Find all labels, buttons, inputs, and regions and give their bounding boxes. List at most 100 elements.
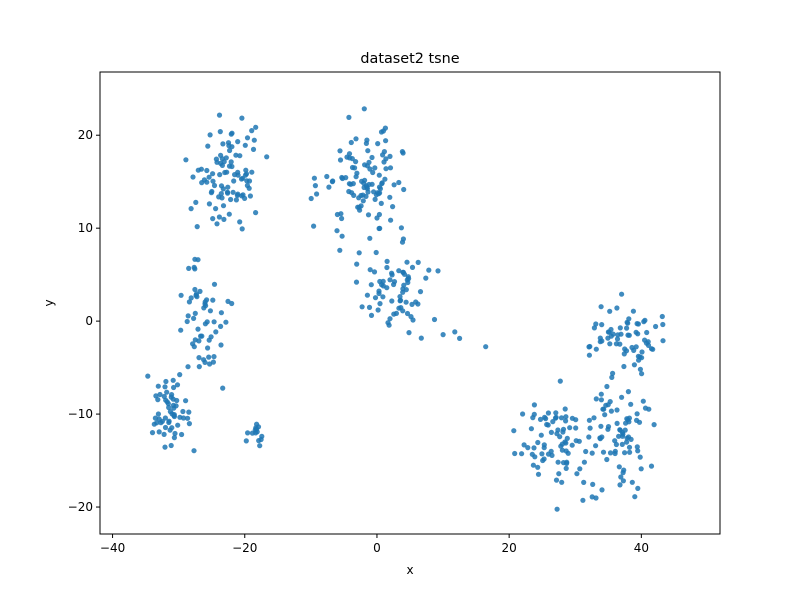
data-point	[186, 299, 192, 305]
data-point	[531, 402, 538, 408]
data-point	[349, 156, 355, 162]
data-point	[172, 430, 178, 437]
data-point	[162, 384, 168, 390]
data-point	[253, 124, 259, 130]
data-point	[371, 189, 377, 195]
data-point	[545, 410, 552, 416]
data-point	[401, 282, 407, 288]
data-point	[361, 106, 367, 112]
data-point	[246, 185, 252, 191]
data-point	[621, 363, 627, 370]
data-point	[360, 192, 366, 198]
data-point	[384, 258, 390, 264]
data-point	[194, 294, 200, 300]
data-point	[353, 279, 360, 285]
y-tick-label: 0	[85, 314, 93, 328]
data-point	[593, 396, 599, 402]
data-point	[191, 315, 197, 321]
data-point	[249, 169, 255, 175]
data-point	[616, 464, 622, 470]
data-point	[171, 412, 177, 419]
data-point	[619, 291, 625, 297]
data-point	[604, 383, 610, 390]
data-point	[631, 362, 638, 368]
data-point	[380, 294, 386, 300]
data-point	[211, 319, 217, 325]
data-point	[626, 332, 632, 338]
data-point	[207, 308, 213, 314]
data-point	[228, 159, 234, 165]
data-point	[364, 163, 370, 169]
data-point	[646, 406, 652, 412]
data-point	[163, 378, 169, 385]
data-point	[257, 443, 263, 449]
data-point	[223, 155, 229, 161]
data-point	[535, 464, 541, 470]
data-point	[391, 281, 397, 288]
data-point	[373, 249, 379, 256]
data-point	[339, 215, 345, 222]
data-point	[389, 298, 395, 304]
data-point	[168, 442, 174, 449]
data-point	[230, 189, 236, 195]
data-point	[552, 415, 559, 421]
data-point	[254, 421, 260, 427]
data-point	[614, 305, 620, 311]
data-point	[617, 482, 623, 488]
data-point	[218, 310, 224, 316]
data-point	[589, 450, 595, 456]
data-point	[558, 443, 564, 449]
data-point	[573, 425, 579, 431]
data-point	[213, 206, 219, 212]
data-point	[557, 378, 563, 384]
data-point	[217, 129, 223, 135]
data-point	[593, 443, 599, 449]
data-point	[360, 198, 366, 204]
data-point	[218, 323, 224, 329]
data-point	[415, 259, 421, 265]
data-point	[564, 460, 570, 466]
data-point	[197, 288, 203, 294]
data-point	[218, 152, 224, 158]
data-point	[239, 115, 245, 121]
data-point	[554, 431, 560, 437]
data-point	[145, 373, 151, 379]
data-point	[625, 434, 632, 440]
data-point	[629, 344, 635, 351]
data-point	[511, 428, 517, 434]
data-point	[216, 214, 222, 220]
data-point	[537, 416, 544, 422]
data-point	[239, 226, 245, 232]
y-tick-label: 10	[78, 221, 93, 235]
data-point	[556, 471, 562, 477]
data-point	[616, 433, 622, 439]
data-point	[563, 465, 569, 471]
data-point	[210, 216, 216, 222]
data-point	[577, 466, 583, 472]
data-point	[389, 270, 395, 276]
data-point	[648, 463, 655, 469]
data-point	[376, 172, 382, 178]
data-point	[558, 415, 565, 421]
plot-area-frame	[99, 71, 721, 535]
data-point	[205, 345, 211, 351]
data-point	[177, 372, 183, 378]
data-point	[193, 199, 199, 205]
data-point	[608, 408, 615, 414]
data-point	[417, 289, 424, 295]
data-point	[233, 197, 239, 203]
data-point	[377, 301, 383, 307]
data-point	[209, 188, 215, 195]
data-point	[311, 223, 317, 229]
data-point	[602, 412, 608, 418]
data-point	[220, 203, 227, 209]
data-point	[337, 157, 344, 163]
data-point	[626, 415, 633, 421]
data-point	[356, 250, 362, 256]
data-point	[607, 450, 614, 456]
data-point	[376, 184, 383, 190]
data-point	[405, 279, 411, 286]
data-point	[231, 178, 237, 184]
data-point	[194, 224, 200, 230]
data-point	[372, 295, 379, 301]
